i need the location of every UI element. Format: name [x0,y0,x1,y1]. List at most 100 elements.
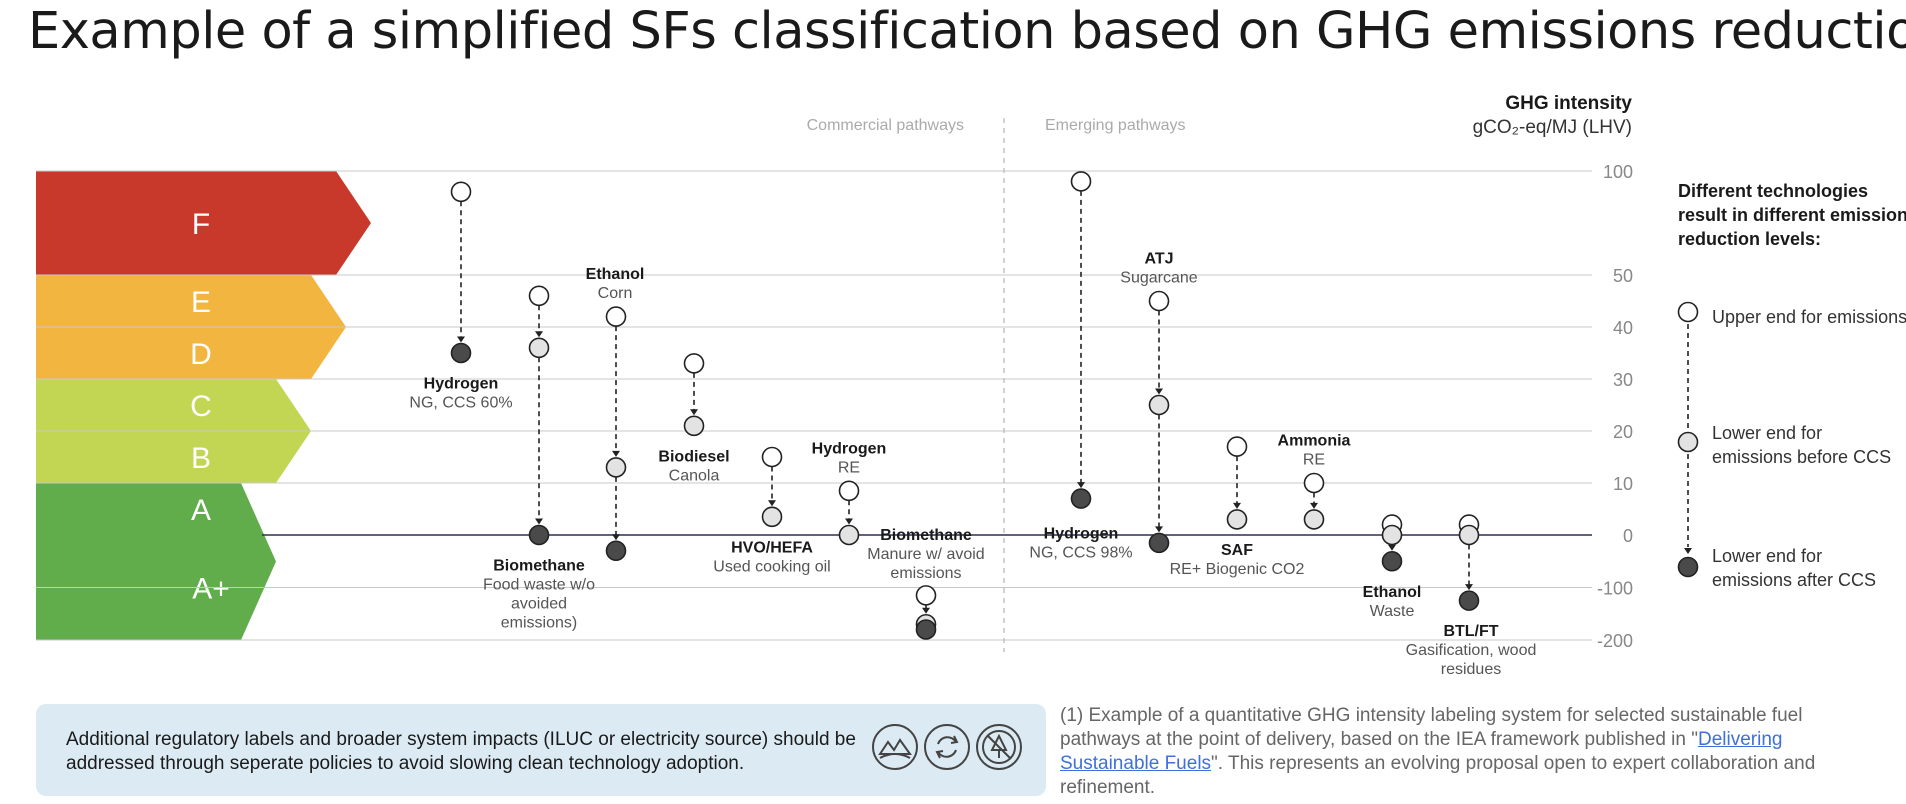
class-arrow-tip [241,483,276,640]
upper-end-point [761,446,783,468]
pathway-3: Biodiesel Canola [658,353,730,484]
pathway-6: Biomethane Manure w/ avoid emissions [867,527,985,640]
tick-label: 30 [1613,370,1633,390]
pathway-subtitle: emissions [890,565,961,582]
upper-end-point [1303,472,1325,494]
pathway-10: Ammonia RE [1278,433,1351,530]
pathway-subtitle: NG, CCS 98% [1029,545,1132,562]
pathway-subtitle: RE [838,459,860,476]
legend-after-label: Lower end for [1712,546,1822,566]
pathway-8: ATJ Sugarcane [1120,251,1198,554]
legend-after-marker [1677,556,1699,578]
before-ccs-point [1226,509,1248,530]
policy-note-box: Additional regulatory labels and broader… [36,704,1046,796]
upper-end-point [1070,171,1092,192]
arrowhead [1310,502,1318,509]
section-commercial: Commercial pathways [807,117,964,134]
tick-label: 10 [1613,474,1633,494]
footnote-text-end: ". This represents an evolving proposal … [1060,753,1816,798]
arrowhead [535,518,543,525]
legend-upper-label: Upper end for emissions [1712,307,1906,327]
tick-label: -100 [1597,579,1633,599]
grid-lines [36,118,1592,652]
tick-label: 0 [1623,526,1633,546]
after-ccs-point [915,619,937,640]
pathway-9: SAF RE+ Biogenic CO2 [1170,436,1305,578]
footnote: (1) Example of a quantitative GHG intens… [1060,704,1820,800]
pathway-name: Hydrogen [424,376,499,393]
legend: Different technologies result in differen… [1677,181,1906,590]
tick-label: 100 [1603,162,1633,182]
class-band-f [36,171,336,275]
delivering-sustainable-fuels-link[interactable]: Delivering Sustainable Fuels [1060,729,1783,774]
arrowhead [457,336,465,343]
after-ccs-point [605,540,627,562]
class-label: A [191,494,211,527]
pathway-subtitle: Manure w/ avoid [867,546,984,563]
pathway-1: Biomethane Food waste w/o avoided emissions… [483,285,595,632]
before-ccs-point [761,506,783,528]
pathway-subtitle: RE [1303,452,1325,469]
axis-unit: gCO₂-eq/MJ (LHV) [1473,117,1632,138]
pathway-name: Biomethane [493,558,585,575]
legend-upper-marker [1677,301,1699,323]
class-band-e [36,275,311,327]
arrowhead [690,409,698,416]
upper-end-point [838,480,860,502]
after-ccs-point [528,524,550,546]
arrowhead [1155,526,1163,533]
before-ccs-point [528,337,550,359]
before-ccs-point [1381,524,1403,546]
pathway-subtitle: Sugarcane [1120,270,1197,287]
legend-arrowhead [1684,548,1692,554]
legend-before-label: emissions before CCS [1712,447,1891,467]
pathway-subtitle: RE+ Biogenic CO2 [1170,561,1305,578]
after-ccs-point [450,342,472,364]
upper-end-point [450,181,472,203]
pathway-name: Ethanol [586,266,645,283]
pathway-name: Ethanol [1363,584,1422,601]
class-band-d [36,327,311,379]
class-label: B [191,442,211,475]
upper-end-point [683,353,705,374]
class-label: D [190,338,212,371]
pathway-subtitle: Used cooking oil [713,558,830,575]
upper-end-point [915,585,937,606]
pathway-subtitle: Corn [598,285,633,302]
tick-label: -200 [1597,631,1633,651]
class-band-a [36,483,241,535]
arrowhead [535,331,543,338]
chart-title: Example of a simplified SFs classificati… [28,2,1906,61]
pathway-subtitle: NG, CCS 60% [409,395,512,412]
pathway-12: BTL/FT Gasification, wood residues [1406,514,1536,678]
before-ccs-point [683,415,705,437]
section-headers: Commercial pathways Emerging pathways [807,117,1186,134]
arrowhead [1077,482,1085,489]
pathway-5: Hydrogen RE [812,440,886,546]
pathway-name: Hydrogen [1044,526,1119,543]
arrowhead [768,500,776,507]
pathway-7: Hydrogen NG, CCS 98% [1029,171,1133,562]
arrowhead [1465,584,1473,591]
legend-heading: result in different emission [1678,205,1906,225]
class-label: E [191,286,211,319]
cycle-icon [924,724,970,770]
tick-label: 40 [1613,318,1633,338]
pathway-name: ATJ [1144,251,1173,268]
pathway-name: Ammonia [1278,433,1351,450]
pathway-subtitle: Canola [669,467,720,484]
before-ccs-point [838,524,860,546]
pathway-2: Ethanol Corn [586,266,645,562]
pathway-subtitle: Food waste w/o [483,577,595,594]
pathway-11: Ethanol Waste [1363,514,1422,620]
after-ccs-point [1148,532,1170,554]
axis-title: GHG intensity [1505,93,1632,114]
policy-note-text: Additional regulatory labels and broader… [66,729,856,774]
tick-label: 20 [1613,422,1633,442]
arrowhead [1155,388,1163,395]
pathway-0: Hydrogen NG, CCS 60% [409,181,513,412]
arrowhead [1233,502,1241,509]
